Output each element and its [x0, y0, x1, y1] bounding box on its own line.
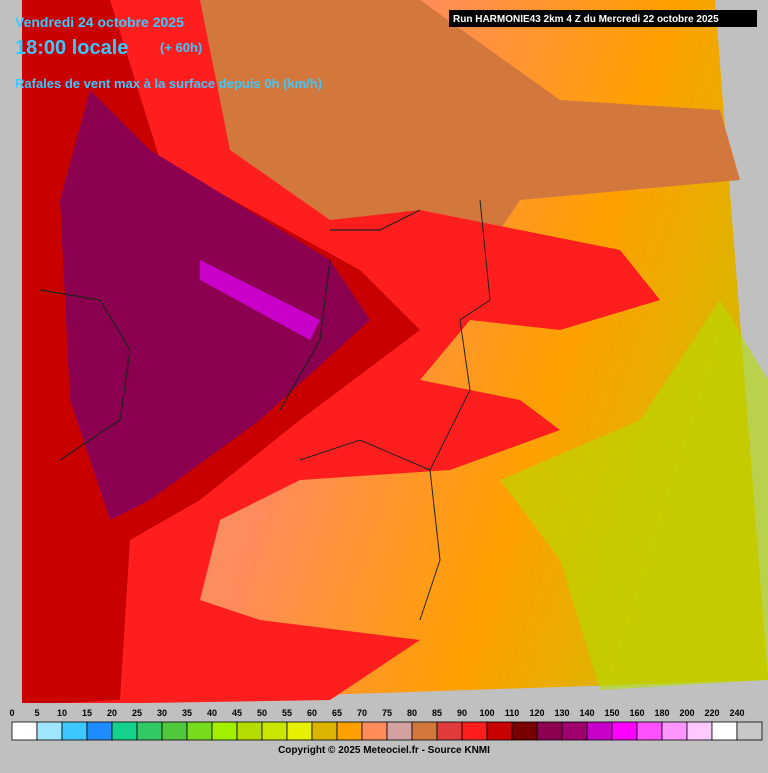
legend-label: 180 [654, 708, 669, 718]
legend-label: 55 [282, 708, 292, 718]
legend-swatch [336, 721, 363, 741]
legend-label: 110 [505, 708, 520, 718]
legend-swatch [536, 721, 563, 741]
legend-label: 120 [529, 708, 544, 718]
legend-swatch [311, 721, 338, 741]
legend-swatch [636, 721, 663, 741]
legend-swatch [411, 721, 438, 741]
legend-swatch [486, 721, 513, 741]
legend-swatch [261, 721, 288, 741]
legend-swatch [461, 721, 488, 741]
field-peak [200, 260, 320, 340]
legend-label: 35 [182, 708, 192, 718]
legend-label: 5 [34, 708, 39, 718]
legend-swatch [561, 721, 588, 741]
legend-swatch [661, 721, 688, 741]
legend-label: 10 [57, 708, 67, 718]
legend-label: 130 [554, 708, 569, 718]
legend-label: 150 [604, 708, 619, 718]
legend-swatch [36, 721, 63, 741]
legend-label: 90 [457, 708, 467, 718]
legend-label: 0 [9, 708, 14, 718]
legend-swatch [586, 721, 613, 741]
legend-swatch [686, 721, 713, 741]
legend-label: 50 [257, 708, 267, 718]
legend-swatch [361, 721, 388, 741]
legend-label: 200 [679, 708, 694, 718]
coastline [39, 209, 421, 461]
legend-swatch [136, 721, 163, 741]
legend-label: 40 [207, 708, 217, 718]
legend-swatch [186, 721, 213, 741]
legend-label: 75 [382, 708, 392, 718]
legend-label: 45 [232, 708, 242, 718]
legend-label: 160 [629, 708, 644, 718]
field-maximum [60, 90, 370, 520]
legend-label: 140 [579, 708, 594, 718]
legend-swatch [86, 721, 113, 741]
legend-swatch [161, 721, 188, 741]
legend-label: 25 [132, 708, 142, 718]
legend-swatch [736, 721, 763, 741]
legend-label: 240 [729, 708, 744, 718]
legend-swatch [11, 721, 38, 741]
run-box [449, 10, 757, 27]
legend-label: 60 [307, 708, 317, 718]
legend-label: 70 [357, 708, 367, 718]
borders [299, 199, 491, 621]
legend-swatch [711, 721, 738, 741]
legend-label: 100 [479, 708, 494, 718]
run-text: Run HARMONIE43 2km 4 Z du Mercredi 22 oc… [453, 14, 719, 25]
date: Vendredi 24 octobre 2025 [15, 14, 184, 30]
legend-label: 15 [82, 708, 92, 718]
legend-swatch [211, 721, 238, 741]
legend-swatch [386, 721, 413, 741]
legend-swatch [61, 721, 88, 741]
legend-label: 220 [704, 708, 719, 718]
legend-swatch [111, 721, 138, 741]
footer: Copyright © 2025 Meteociel.fr - Source K… [278, 745, 490, 756]
legend-swatch [611, 721, 638, 741]
legend-swatch [511, 721, 538, 741]
title: Rafales de vent max à la surface depuis … [15, 76, 322, 91]
legend-swatch [286, 721, 313, 741]
time: 18:00 locale [15, 37, 128, 59]
legend-swatch [236, 721, 263, 741]
legend-label: 20 [107, 708, 117, 718]
field-east [500, 300, 768, 690]
legend-label: 85 [432, 708, 442, 718]
legend-label: 80 [407, 708, 417, 718]
legend-swatch [436, 721, 463, 741]
legend-label: 30 [157, 708, 167, 718]
lead: (+ 60h) [160, 40, 202, 55]
legend-label: 65 [332, 708, 342, 718]
